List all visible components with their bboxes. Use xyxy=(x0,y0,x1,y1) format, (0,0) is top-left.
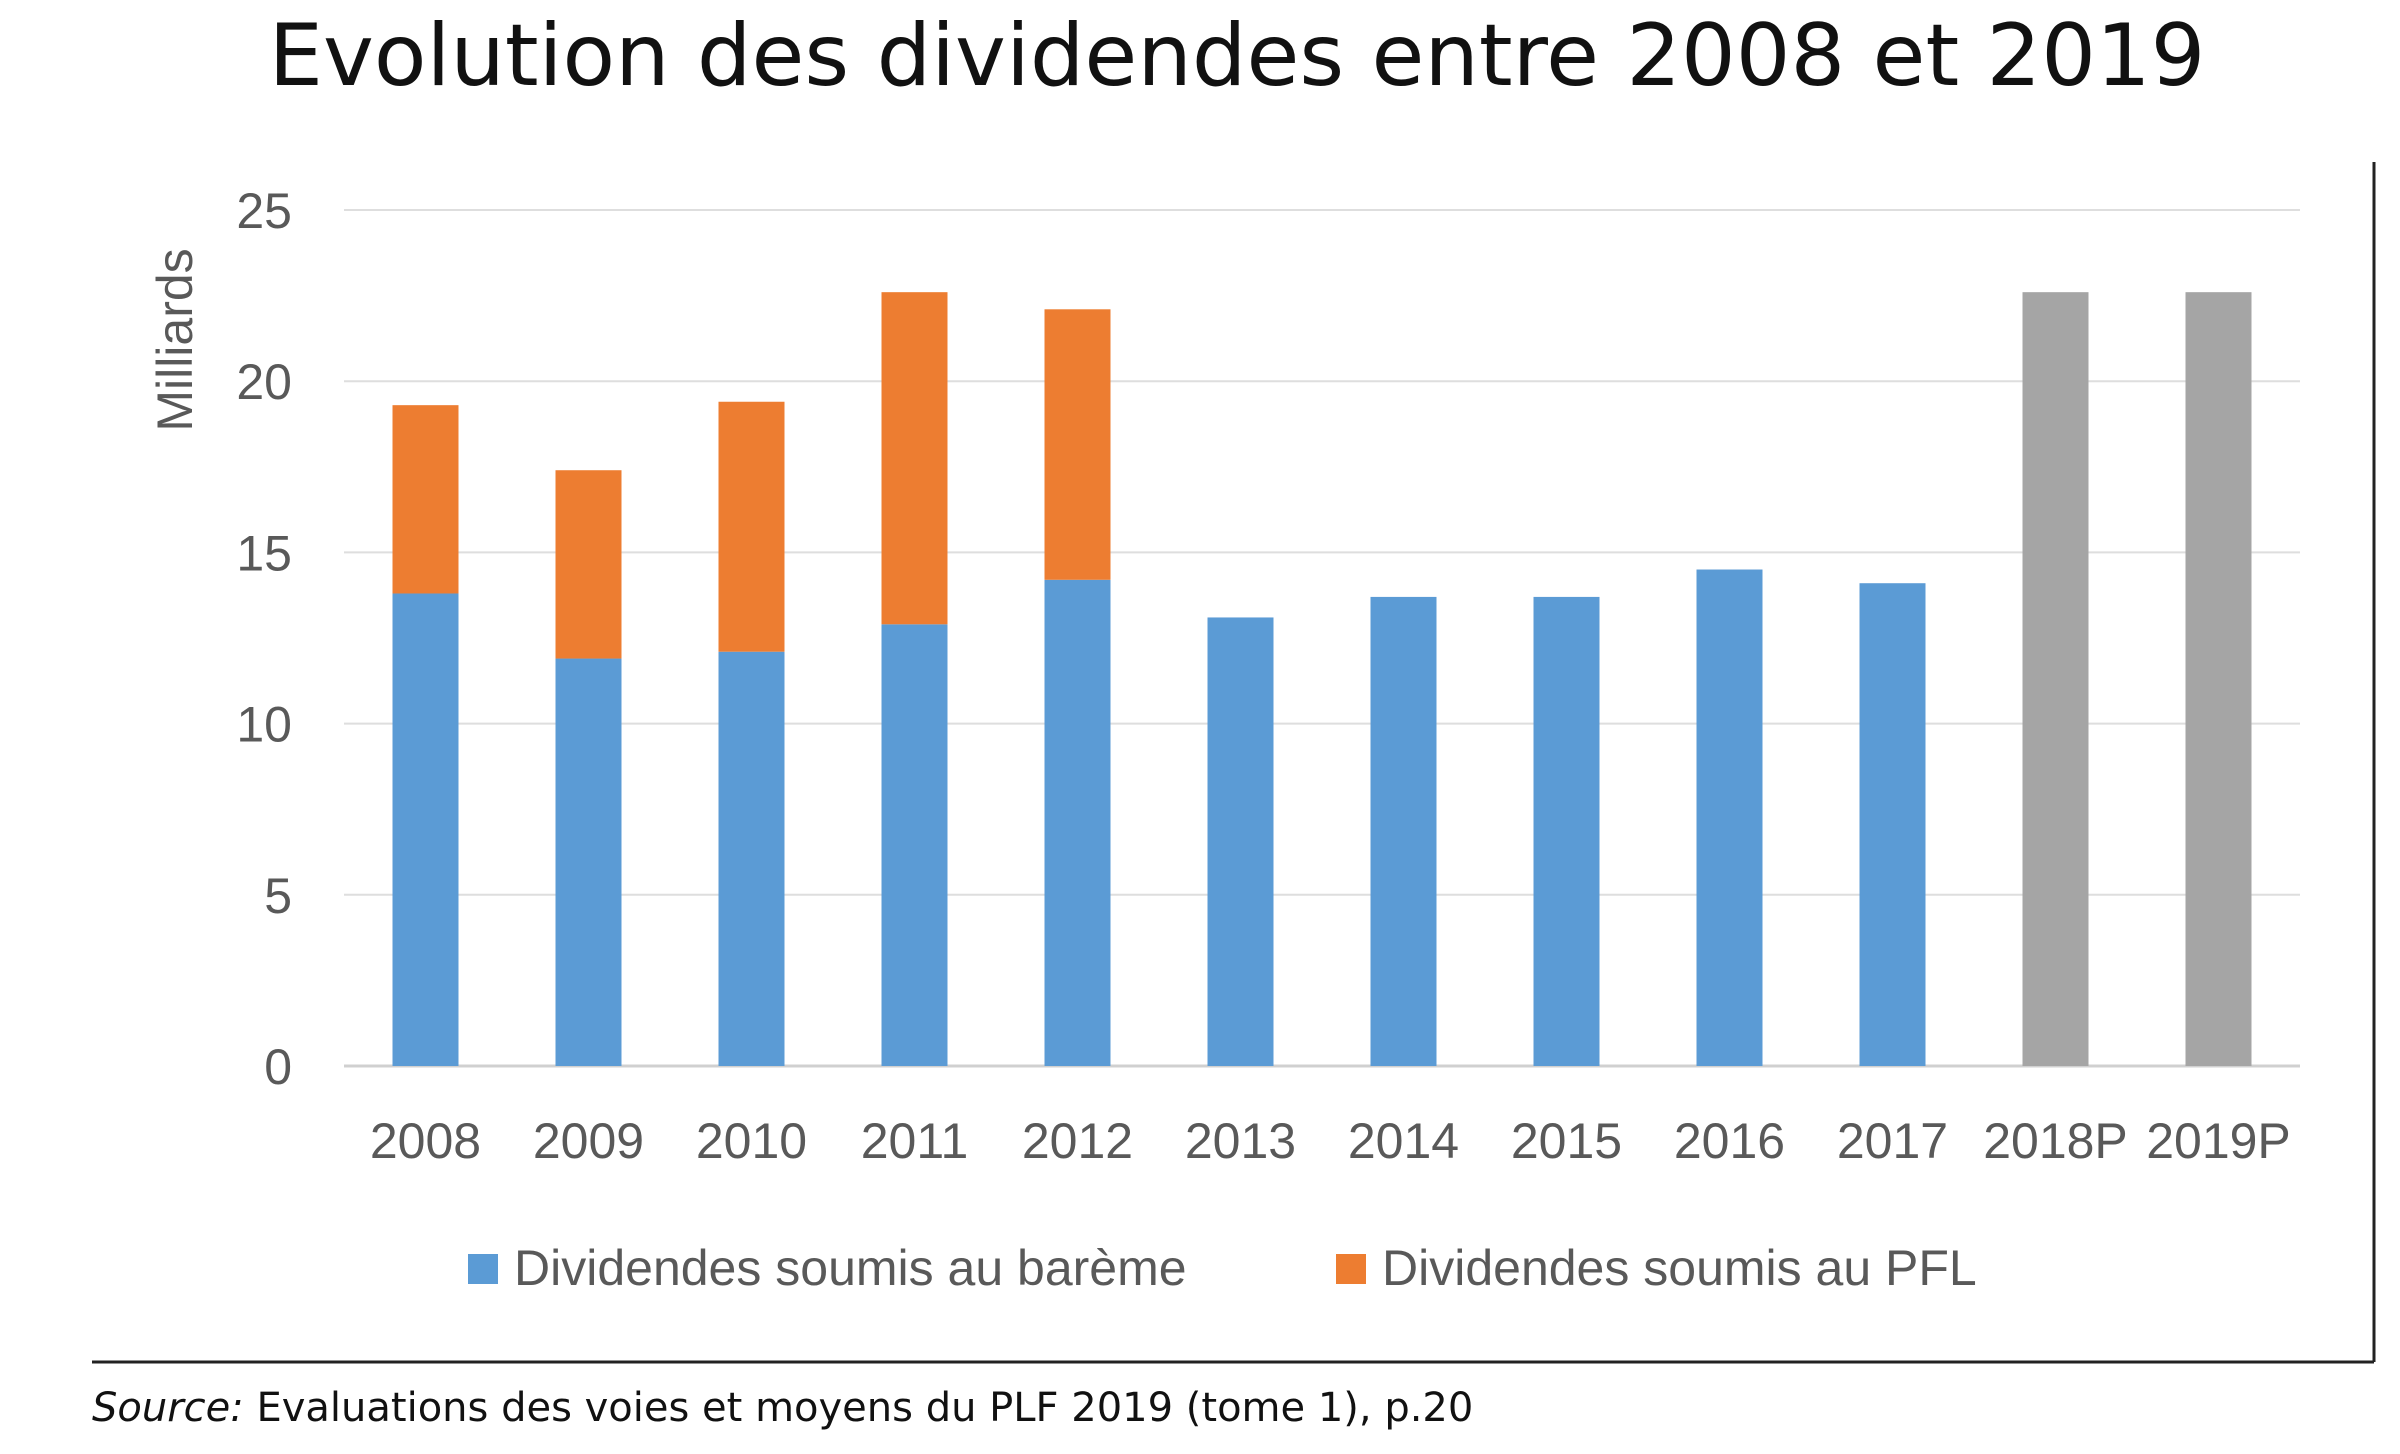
y-tick-label: 20 xyxy=(236,354,292,410)
bar-2008-series-1 xyxy=(392,593,459,1066)
legend-swatch xyxy=(468,1254,498,1284)
bar-2019P-series-3 xyxy=(2185,292,2252,1066)
x-tick-label: 2011 xyxy=(861,1113,969,1169)
y-tick-label: 5 xyxy=(264,868,292,924)
gridlines xyxy=(344,209,2300,1068)
x-tick-label: 2019P xyxy=(2146,1113,2291,1169)
bar-2018P-series-3 xyxy=(2022,292,2089,1066)
bar-2016-series-1 xyxy=(1696,569,1763,1066)
x-tick-label: 2009 xyxy=(533,1113,644,1169)
x-tick-label: 2014 xyxy=(1348,1113,1459,1169)
x-tick-label: 2008 xyxy=(370,1113,481,1169)
bar-2009-series-1 xyxy=(555,658,622,1066)
bar-2012-series-2 xyxy=(1044,309,1111,580)
bar-2017-series-1 xyxy=(1859,583,1926,1066)
bar-2012-series-1 xyxy=(1044,579,1111,1066)
bar-2011-series-2 xyxy=(881,292,948,625)
x-tick-label: 2013 xyxy=(1185,1113,1296,1169)
bar-2015-series-1 xyxy=(1533,596,1600,1066)
x-tick-label: 2016 xyxy=(1674,1113,1785,1169)
legend-label: Dividendes soumis au PFL xyxy=(1382,1240,1977,1296)
bar-2013-series-1 xyxy=(1207,617,1274,1066)
source-note: Source: Evaluations des voies et moyens … xyxy=(92,1385,1473,1431)
x-axis-ticks: 2008 2009 2010 2011 2012 2013 2014 2015 2016 2017… xyxy=(370,1113,2291,1169)
x-tick-label: 2012 xyxy=(1022,1113,1133,1169)
y-tick-label: 25 xyxy=(236,183,292,239)
y-axis-label: Milliards xyxy=(147,248,203,431)
bar-2008-series-2 xyxy=(392,405,459,594)
legend: Dividendes soumis au barème Dividendes so… xyxy=(468,1240,1977,1296)
bar-2010-series-1 xyxy=(718,651,785,1066)
bar-2010-series-2 xyxy=(718,401,785,652)
bars xyxy=(392,292,2252,1066)
y-axis-ticks: 0 5 10 15 20 25 xyxy=(236,183,292,1095)
chart-title: Evolution des dividendes entre 2008 et 2… xyxy=(268,6,2206,106)
bar-2014-series-1 xyxy=(1370,596,1437,1066)
y-tick-label: 15 xyxy=(236,525,292,581)
x-tick-label: 2017 xyxy=(1837,1113,1948,1169)
x-tick-label: 2018P xyxy=(1983,1113,2128,1169)
legend-swatch xyxy=(1336,1254,1366,1284)
x-tick-label: 2015 xyxy=(1511,1113,1622,1169)
y-tick-label: 10 xyxy=(236,697,292,753)
source-text: Evaluations des voies et moyens du PLF 2… xyxy=(256,1385,1474,1431)
x-tick-label: 2010 xyxy=(696,1113,807,1169)
legend-label: Dividendes soumis au barème xyxy=(514,1240,1187,1296)
y-tick-label: 0 xyxy=(264,1039,292,1095)
bar-2009-series-2 xyxy=(555,470,622,659)
bar-2011-series-1 xyxy=(881,624,948,1066)
source-label: Source: xyxy=(92,1385,244,1431)
